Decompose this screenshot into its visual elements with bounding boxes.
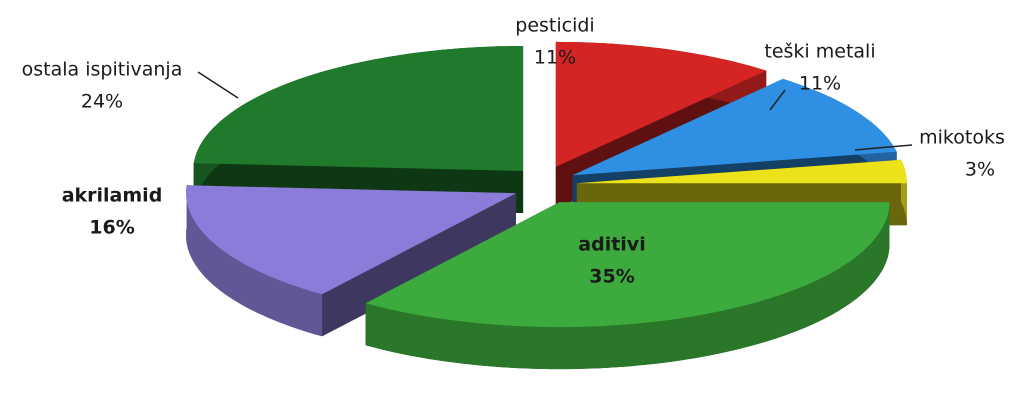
value-label: 16% (89, 217, 134, 239)
value-label: 3% (965, 159, 995, 181)
value-label: 11% (534, 47, 576, 69)
slice-label: teški metali (764, 41, 875, 63)
leader-line (854, 144, 913, 151)
value-label: 24% (81, 91, 123, 113)
leader-line (197, 71, 239, 99)
slice-label: akrilamid (62, 185, 163, 207)
leader-line (769, 89, 786, 111)
slice (193, 46, 524, 171)
slice-side (365, 202, 890, 370)
value-label: 11% (799, 73, 841, 95)
slice (576, 159, 907, 184)
slice (555, 41, 767, 167)
slice-label: aditivi (578, 234, 645, 256)
slice-label: pesticidi (515, 15, 594, 37)
slice-label: ostala ispitivanja (22, 59, 183, 81)
slice (365, 202, 890, 328)
slice (572, 78, 897, 176)
value-label: 35% (589, 266, 634, 288)
slice-side (186, 185, 323, 337)
slice-label: mikotoks (919, 127, 1005, 149)
slice (186, 185, 516, 295)
